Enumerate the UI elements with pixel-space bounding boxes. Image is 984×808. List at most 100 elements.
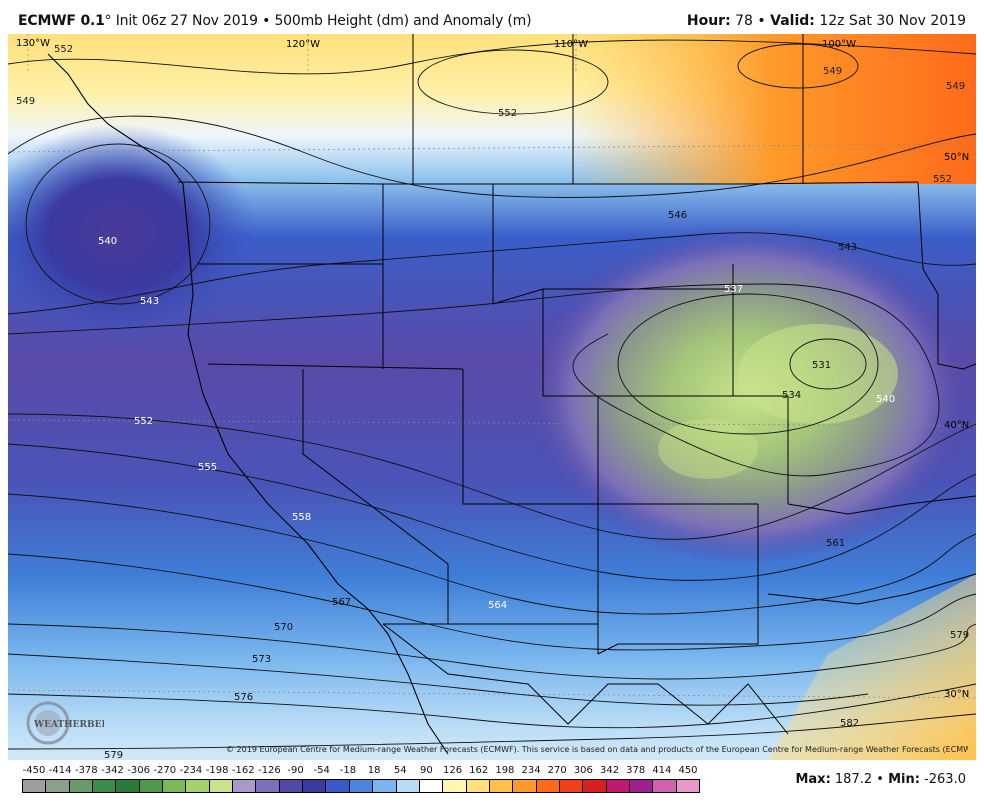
positive-anomaly-ne — [568, 34, 976, 184]
colorbar-tick-label: -18 — [339, 765, 357, 776]
contour-label: 531 — [812, 360, 831, 371]
boundaries — [177, 34, 976, 735]
maxmin-separator: • — [876, 772, 884, 787]
colorbar-tick-label: -54 — [313, 765, 330, 776]
degree-symbol: ° — [104, 13, 112, 29]
map-header: ECMWF 0.1° Init 06z 27 Nov 2019 • 500mb … — [0, 0, 984, 34]
colorbar-swatch — [23, 780, 47, 792]
lon-label-120w: 120°W — [286, 39, 320, 50]
colorbar-tick-label: -378 — [74, 765, 98, 776]
colorbar-tick-label: 342 — [599, 765, 620, 776]
max-value: 187.2 — [834, 772, 873, 787]
contour-label: 534 — [782, 390, 801, 401]
lon-label-130w: 130°W — [16, 38, 50, 49]
low-center — [738, 324, 898, 424]
colorbar-tick-label: -126 — [258, 765, 281, 776]
colorbar-tick-label: -306 — [127, 765, 150, 776]
lon-label-110w: 110°W — [554, 39, 588, 50]
lat-label-50n: 50°N — [944, 152, 969, 163]
colorbar-swatch — [629, 780, 654, 792]
colorbar-swatch — [69, 780, 94, 792]
logo-text: WEATHERBELL — [33, 720, 104, 730]
contour-label: 537 — [724, 284, 743, 295]
colorbar-tick-label: 18 — [367, 765, 381, 776]
product-text: 500mb Height (dm) and Anomaly (m) — [274, 13, 532, 29]
contour-label: 552 — [933, 174, 952, 185]
contour-label: 576 — [234, 692, 253, 703]
colorbar-swatch — [139, 780, 164, 792]
hour-label: Hour: — [686, 13, 731, 29]
colorbar-tick-label: 378 — [626, 765, 646, 776]
colorbar-swatch — [233, 780, 257, 792]
weatherbell-logo: WEATHERBELL — [24, 700, 115, 746]
lat-label-30n: 30°N — [944, 689, 969, 700]
colorbar-swatch — [163, 780, 187, 792]
contour-label: 552 — [134, 416, 153, 427]
colorbar-swatch — [303, 780, 327, 792]
colorbar-swatch — [256, 780, 280, 792]
colorbar-tick-label: 306 — [573, 765, 593, 776]
colorbar-swatch — [93, 780, 117, 792]
contour-label: 567 — [332, 597, 351, 608]
hour-value: 78 — [735, 13, 753, 29]
valid-label: Valid: — [770, 13, 815, 29]
colorbar-swatch — [513, 780, 537, 792]
max-label: Max: — [795, 772, 831, 787]
contour-label: 549 — [16, 96, 35, 107]
colorbar-tick-label: -450 — [22, 765, 46, 776]
bullet-separator: • — [262, 13, 271, 29]
colorbar-swatch — [326, 780, 350, 792]
colorbar — [22, 779, 700, 793]
colorbar-tick-label: -234 — [179, 765, 203, 776]
contour-label: 564 — [488, 600, 507, 611]
contour-label: 552 — [54, 44, 73, 55]
lon-label-100w: 100°W — [822, 39, 856, 50]
anomaly-map[interactable]: 130°W 120°W 110°W 100°W 50°N 40°N 30°N 5… — [8, 34, 976, 760]
colorbar-swatch — [676, 780, 699, 792]
colorbar-tick-label: -90 — [287, 765, 304, 776]
valid-value: 12z Sat 30 Nov 2019 — [819, 13, 966, 29]
colorbar-tick-label: -270 — [153, 765, 177, 776]
positive-anomaly-se — [768, 574, 976, 760]
colorbar-swatch — [46, 780, 70, 792]
latitude-labels: 50°N 40°N 30°N — [944, 152, 969, 700]
colorbar-swatch — [419, 780, 444, 792]
colorbar-swatch — [536, 780, 560, 792]
contour-label: 543 — [838, 242, 857, 253]
credit-text: © 2019 European Centre for Medium-range … — [226, 745, 968, 754]
max-min-readout: Max: 187.2 • Min: -263.0 — [795, 772, 966, 787]
colorbar-swatch — [349, 780, 374, 792]
graticule — [8, 34, 976, 699]
contour-label: 570 — [274, 622, 293, 633]
contour-label: 543 — [140, 296, 159, 307]
colorbar-swatch — [489, 780, 514, 792]
colorbar-tick-label: 234 — [521, 765, 541, 776]
colorbar-swatch — [396, 780, 420, 792]
contour-label: 540 — [98, 236, 117, 247]
colorbar-tick-label: 270 — [547, 765, 567, 776]
colorbar-tick-label: 450 — [678, 765, 698, 776]
contour-label: 540 — [876, 394, 895, 405]
contour-label: 579 — [104, 750, 123, 760]
contour-label: 555 — [198, 462, 217, 473]
map-canvas: 130°W 120°W 110°W 100°W 50°N 40°N 30°N 5… — [8, 34, 976, 760]
colorbar-swatch — [209, 780, 234, 792]
coastline — [47, 53, 449, 755]
colorbar-swatch — [606, 780, 630, 792]
min-label: Min: — [888, 772, 920, 787]
colorbar-swatch — [116, 780, 140, 792]
logo-graphic: WEATHERBELL — [26, 701, 115, 745]
contour-labels: 552 549 552 549 549 552 540 546 543 537 … — [16, 44, 969, 760]
low-secondary — [658, 419, 758, 479]
colorbar-swatch — [373, 780, 397, 792]
colorbar-swatch — [186, 780, 210, 792]
model-name: ECMWF 0.1 — [18, 13, 105, 29]
colorbar-swatch — [443, 780, 467, 792]
colorbar-tick-label: -162 — [231, 765, 255, 776]
contour-label: 561 — [826, 538, 845, 549]
contour-label: 549 — [823, 66, 842, 77]
colorbar-tick-label: 162 — [469, 765, 489, 776]
colorbar-swatch — [559, 780, 584, 792]
contour-label: 552 — [498, 108, 517, 119]
colorbar-tick-label: -198 — [205, 765, 229, 776]
